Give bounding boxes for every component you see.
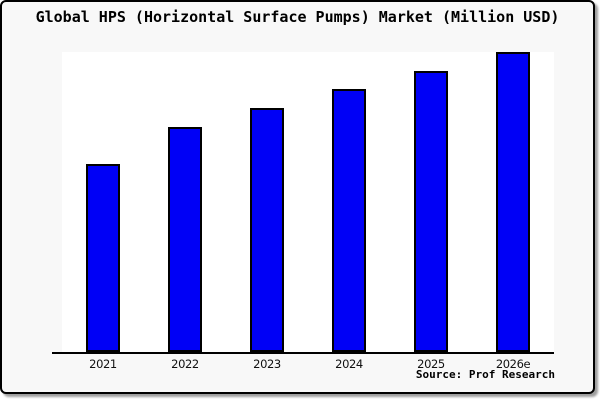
bar-2023 xyxy=(250,108,284,352)
bar-2024 xyxy=(332,89,366,352)
plot-area xyxy=(62,52,554,352)
bar-2021 xyxy=(86,164,120,352)
x-tick-label-2025: 2025 xyxy=(417,357,445,371)
x-tick-label-2026e: 2026e xyxy=(495,357,531,371)
x-tick-label-2024: 2024 xyxy=(335,357,363,371)
x-tick-label-2021: 2021 xyxy=(89,357,117,371)
chart-title: Global HPS (Horizontal Surface Pumps) Ma… xyxy=(35,8,560,26)
bar-2022 xyxy=(168,127,202,352)
bar-2026e xyxy=(496,52,530,352)
x-tick-label-2022: 2022 xyxy=(171,357,199,371)
x-tick-label-2023: 2023 xyxy=(253,357,281,371)
source-credit: Source: Prof Research xyxy=(415,368,555,381)
bar-2025 xyxy=(414,71,448,352)
x-axis-line xyxy=(52,352,554,354)
chart-frame: Global HPS (Horizontal Surface Pumps) Ma… xyxy=(0,0,595,394)
